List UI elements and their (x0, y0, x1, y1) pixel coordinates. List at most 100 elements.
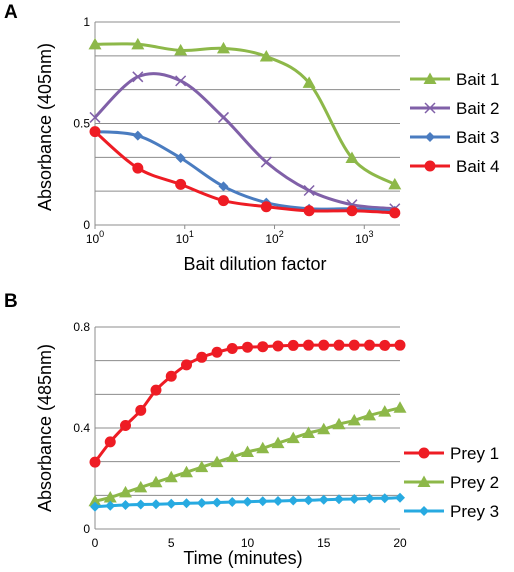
legend-item: Bait 1 (410, 70, 499, 89)
data-point-marker (364, 339, 375, 351)
data-point-marker (303, 184, 315, 197)
panel-a-x-ticks: 100 101 102 103 (86, 225, 373, 246)
y-tick-label: 0.4 (73, 421, 90, 435)
series-line (94, 42, 396, 186)
legend-label: Bait 2 (456, 99, 499, 118)
panel-a-legend: Bait 1 Bait 2 Bait 3 Bait 4 (410, 70, 499, 176)
data-point-marker (318, 339, 330, 351)
legend-label: Bait 1 (456, 70, 499, 89)
data-point-marker (302, 426, 315, 439)
panel-a-axes (94, 22, 400, 226)
data-point-marker (273, 495, 283, 506)
panel-a-chart: 00.51 100 101 102 103 Bait dilution factor … (35, 15, 499, 274)
panel-b-y-axis-title: Absorbance (485nm) (35, 344, 55, 512)
data-point-marker (257, 496, 268, 507)
legend-marker (417, 475, 431, 487)
data-point-marker (379, 339, 391, 351)
series-bait-2 (89, 71, 401, 215)
data-point-marker (181, 359, 192, 371)
data-point-marker (103, 490, 117, 503)
data-point-marker (346, 205, 358, 217)
data-point-marker (393, 401, 407, 413)
data-point-marker (89, 126, 101, 138)
data-point-marker (349, 493, 360, 504)
data-point-marker (211, 346, 223, 358)
data-point-marker (218, 181, 229, 192)
data-point-marker (271, 436, 285, 449)
data-point-marker (225, 450, 239, 463)
data-point-marker (334, 494, 344, 505)
series-bait-4 (89, 126, 401, 219)
legend-label: Bait 4 (456, 157, 499, 176)
data-point-marker (181, 498, 192, 509)
x-tick-label: 15 (317, 536, 331, 550)
legend-label: Prey 1 (450, 444, 499, 463)
data-point-marker (149, 475, 163, 488)
x-tick-label: 102 (265, 229, 283, 246)
data-point-marker (363, 408, 376, 421)
x-tick-label: 0 (92, 536, 99, 550)
legend-item: Bait 3 (410, 128, 499, 147)
data-point-marker (135, 499, 146, 510)
data-point-marker (132, 130, 143, 141)
panel-b-x-axis-title: Time (minutes) (183, 548, 302, 568)
x-tick-label: 10 (241, 536, 255, 550)
data-point-marker (303, 495, 314, 506)
series-line (93, 343, 401, 463)
data-point-marker (132, 71, 144, 83)
data-point-marker (134, 480, 148, 493)
legend-marker (419, 506, 429, 516)
data-point-marker (226, 342, 238, 354)
data-point-marker (196, 351, 208, 363)
legend-item: Bait 4 (410, 157, 499, 176)
x-tick-label: 103 (355, 229, 373, 246)
data-point-marker (242, 496, 253, 507)
data-point-marker (348, 339, 360, 351)
data-point-marker (119, 485, 132, 498)
x-tick-label: 101 (176, 229, 194, 246)
series-prey-3 (90, 492, 405, 512)
data-point-marker (212, 497, 222, 508)
data-point-marker (260, 201, 272, 213)
legend-marker (424, 160, 436, 172)
data-point-marker (394, 339, 406, 351)
data-point-marker (150, 384, 162, 396)
panel-a-x-axis-title: Bait dilution factor (183, 254, 326, 274)
data-point-marker (216, 41, 230, 54)
data-point-marker (378, 405, 392, 417)
panel-b-letter: B (4, 291, 18, 312)
series-prey-2 (88, 401, 407, 507)
data-point-marker (286, 431, 300, 444)
legend-label: Prey 3 (450, 502, 499, 521)
data-point-marker (288, 495, 299, 506)
panel-b-legend: Prey 1 Prey 2 Prey 3 (404, 444, 499, 521)
data-point-marker (318, 494, 329, 505)
data-point-marker (388, 177, 402, 190)
legend-item: Prey 2 (404, 473, 499, 492)
data-point-marker (210, 455, 224, 468)
data-point-marker (180, 465, 193, 478)
data-point-marker (165, 370, 177, 382)
series-line (93, 72, 395, 211)
data-point-marker (175, 75, 187, 87)
data-point-marker (174, 43, 188, 56)
y-tick-label: 0.8 (73, 320, 90, 334)
legend-marker (425, 132, 435, 142)
data-point-marker (260, 156, 272, 168)
panel-b-x-ticks: 0 5 10 15 20 (92, 536, 407, 550)
data-point-marker (88, 37, 102, 50)
data-point-marker (166, 498, 177, 509)
panel-a-y-axis-title: Absorbance (405nm) (35, 43, 55, 211)
data-point-marker (364, 493, 375, 504)
y-tick-label: 0 (83, 218, 90, 232)
data-point-marker (332, 417, 346, 430)
data-point-marker (89, 111, 101, 123)
data-point-marker (379, 493, 390, 504)
data-point-marker (389, 207, 401, 219)
data-point-marker (135, 404, 147, 416)
data-point-marker (131, 37, 145, 50)
legend-item: Bait 2 (410, 99, 499, 118)
y-tick-label: 0 (83, 522, 90, 536)
data-point-marker (259, 50, 273, 62)
